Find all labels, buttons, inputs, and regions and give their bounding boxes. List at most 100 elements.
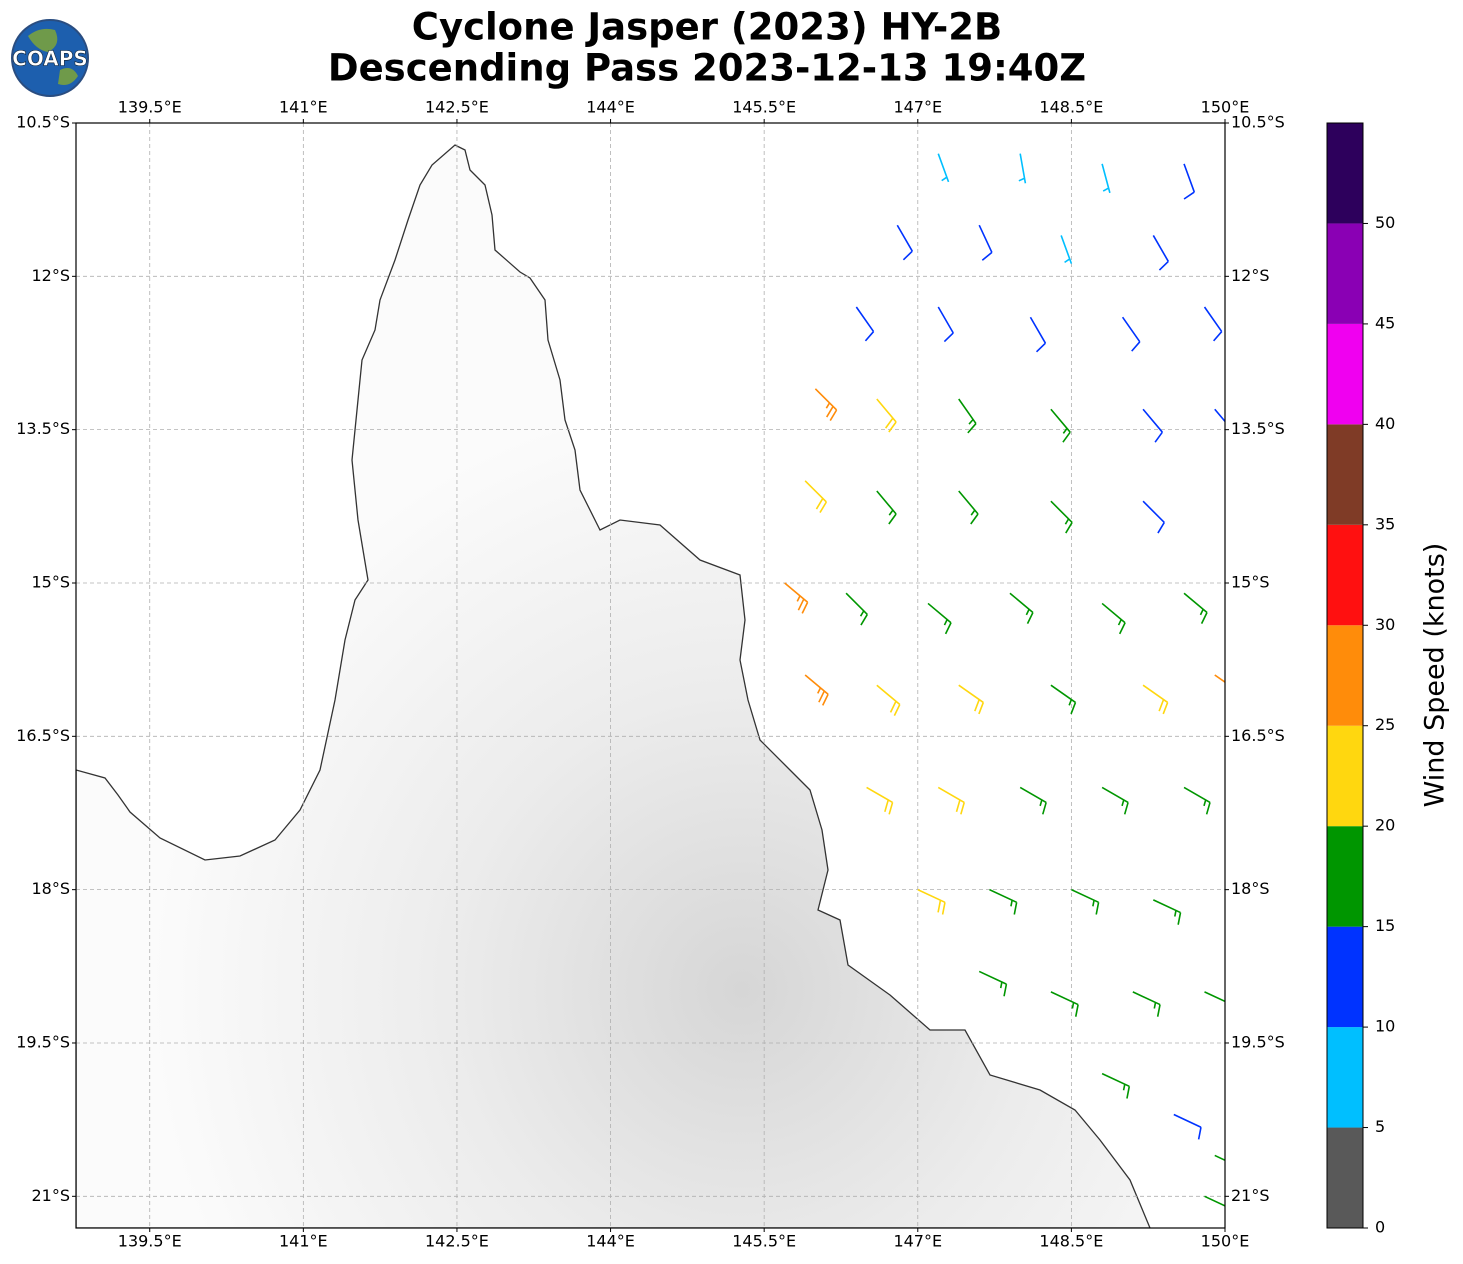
wind-barb bbox=[1018, 153, 1027, 184]
colorbar-band bbox=[1327, 625, 1363, 726]
colorbar-tick-label: 10 bbox=[1375, 1017, 1395, 1036]
y-tick-label: 12°S bbox=[1231, 266, 1270, 285]
wind-barb bbox=[1204, 991, 1225, 1003]
colorbar-band bbox=[1327, 1027, 1363, 1128]
colorbar-band bbox=[1327, 926, 1363, 1028]
wind-barb bbox=[1050, 991, 1079, 1017]
wind-barb bbox=[1029, 316, 1047, 353]
wind-barb bbox=[989, 888, 1018, 915]
y-tick-label: 18°S bbox=[1231, 879, 1270, 898]
colorbar-tick-label: 25 bbox=[1375, 715, 1395, 734]
wind-barb bbox=[978, 970, 1008, 997]
x-tick-label: 142.5°E bbox=[425, 1232, 489, 1251]
x-tick-label: 139.5°E bbox=[118, 1232, 182, 1251]
wind-barb bbox=[1050, 500, 1073, 534]
colorbar-tick-label: 5 bbox=[1375, 1117, 1385, 1136]
x-tick-label: 148.5°E bbox=[1039, 1232, 1103, 1251]
wind-barb bbox=[1214, 1154, 1225, 1162]
wind-barb bbox=[1173, 1113, 1202, 1140]
logo: COAPS bbox=[11, 19, 89, 97]
colorbar-tick-label: 40 bbox=[1375, 414, 1395, 433]
x-tick-label: 144°E bbox=[586, 1232, 635, 1251]
colorbar-tick-label: 0 bbox=[1375, 1218, 1385, 1237]
wind-barb bbox=[855, 306, 875, 342]
wind-barb bbox=[937, 306, 954, 343]
colorbar-tick-label: 20 bbox=[1375, 816, 1395, 835]
x-tick-label: 144°E bbox=[586, 98, 635, 117]
wind-barb bbox=[1183, 163, 1196, 200]
colorbar-band bbox=[1327, 826, 1363, 927]
wind-barb bbox=[1183, 786, 1211, 815]
y-tick-label: 13.5°S bbox=[16, 419, 70, 438]
x-tick-label: 141°E bbox=[279, 1232, 328, 1251]
colorbar-tick-label: 35 bbox=[1375, 514, 1395, 533]
colorbar-band bbox=[1327, 223, 1363, 324]
wind-barb bbox=[937, 786, 966, 815]
wind-barb bbox=[1142, 684, 1169, 715]
wind-barb bbox=[876, 490, 897, 525]
wind-barb bbox=[784, 582, 809, 614]
colorbar-band bbox=[1327, 725, 1363, 827]
wind-barb bbox=[1101, 1072, 1131, 1099]
grid: 139.5°E 139.5°E 141°E 141°E 142.5°E 142.5°E 14… bbox=[16, 98, 1285, 1251]
wind-barb bbox=[958, 490, 979, 525]
wind-barb bbox=[978, 224, 993, 261]
colorbar-tick-label: 15 bbox=[1375, 916, 1395, 935]
wind-barb bbox=[958, 398, 977, 434]
wind-barb bbox=[1132, 991, 1161, 1017]
x-tick-label: 148.5°E bbox=[1039, 98, 1103, 117]
wind-barb bbox=[1214, 674, 1225, 684]
colorbar-band bbox=[1327, 524, 1363, 626]
wind-barb bbox=[927, 602, 952, 635]
wind-barb bbox=[1009, 592, 1034, 624]
chart-title: Cyclone Jasper (2023) HY-2B bbox=[412, 6, 1002, 49]
wind-barb bbox=[804, 674, 829, 706]
y-tick-label: 21°S bbox=[31, 1186, 70, 1205]
y-tick-label: 16.5°S bbox=[16, 726, 70, 745]
logo-text: COAPS bbox=[12, 47, 88, 71]
wind-barb bbox=[937, 153, 950, 183]
wind-barb bbox=[1142, 500, 1165, 534]
wind-barb bbox=[1142, 408, 1164, 443]
wind-barb bbox=[1019, 786, 1047, 815]
wind-barb bbox=[876, 398, 897, 433]
wind-barb bbox=[1152, 899, 1182, 925]
wind-barb bbox=[804, 480, 828, 514]
wind-barb bbox=[876, 684, 901, 716]
x-tick-label: 141°E bbox=[279, 98, 328, 117]
y-tick-label: 13.5°S bbox=[1231, 419, 1285, 438]
y-tick-label: 15°S bbox=[31, 572, 70, 591]
wind-barb bbox=[1183, 592, 1208, 624]
wind-barb bbox=[814, 388, 838, 422]
colorbar-frame bbox=[1326, 122, 1364, 1229]
land bbox=[76, 144, 1151, 1228]
wind-barb bbox=[1101, 163, 1111, 194]
wind-barb bbox=[1060, 235, 1073, 264]
y-tick-label: 16.5°S bbox=[1231, 726, 1285, 745]
wind-barb bbox=[1204, 1195, 1225, 1207]
colorbar-band bbox=[1327, 1127, 1363, 1228]
colorbar-tick-label: 45 bbox=[1375, 313, 1395, 332]
wind-barb bbox=[1071, 888, 1100, 915]
wind-barb bbox=[1050, 408, 1071, 443]
x-tick-label: 145.5°E bbox=[732, 98, 796, 117]
colorbar-band bbox=[1327, 123, 1363, 224]
y-tick-label: 12°S bbox=[31, 266, 70, 285]
x-tick-label: 147°E bbox=[893, 98, 942, 117]
x-tick-label: 150°E bbox=[1201, 98, 1250, 117]
wind-barb bbox=[1121, 316, 1141, 352]
x-tick-label: 142.5°E bbox=[425, 98, 489, 117]
wind-barb bbox=[1152, 235, 1170, 271]
y-tick-label: 10.5°S bbox=[1231, 113, 1285, 132]
wind-barb bbox=[1203, 306, 1223, 342]
colorbar-tick-label: 30 bbox=[1375, 615, 1395, 634]
y-tick-label: 19.5°S bbox=[16, 1032, 70, 1051]
wind-barb bbox=[896, 224, 913, 261]
y-tick-label: 21°S bbox=[1231, 1186, 1270, 1205]
colorbar-label: Wind Speed (knots) bbox=[1420, 543, 1451, 808]
chart-subtitle: Descending Pass 2023-12-13 19:40Z bbox=[328, 47, 1086, 90]
x-tick-label: 139.5°E bbox=[118, 98, 182, 117]
x-tick-label: 145.5°E bbox=[732, 1232, 796, 1251]
x-tick-label: 150°E bbox=[1201, 1232, 1250, 1251]
